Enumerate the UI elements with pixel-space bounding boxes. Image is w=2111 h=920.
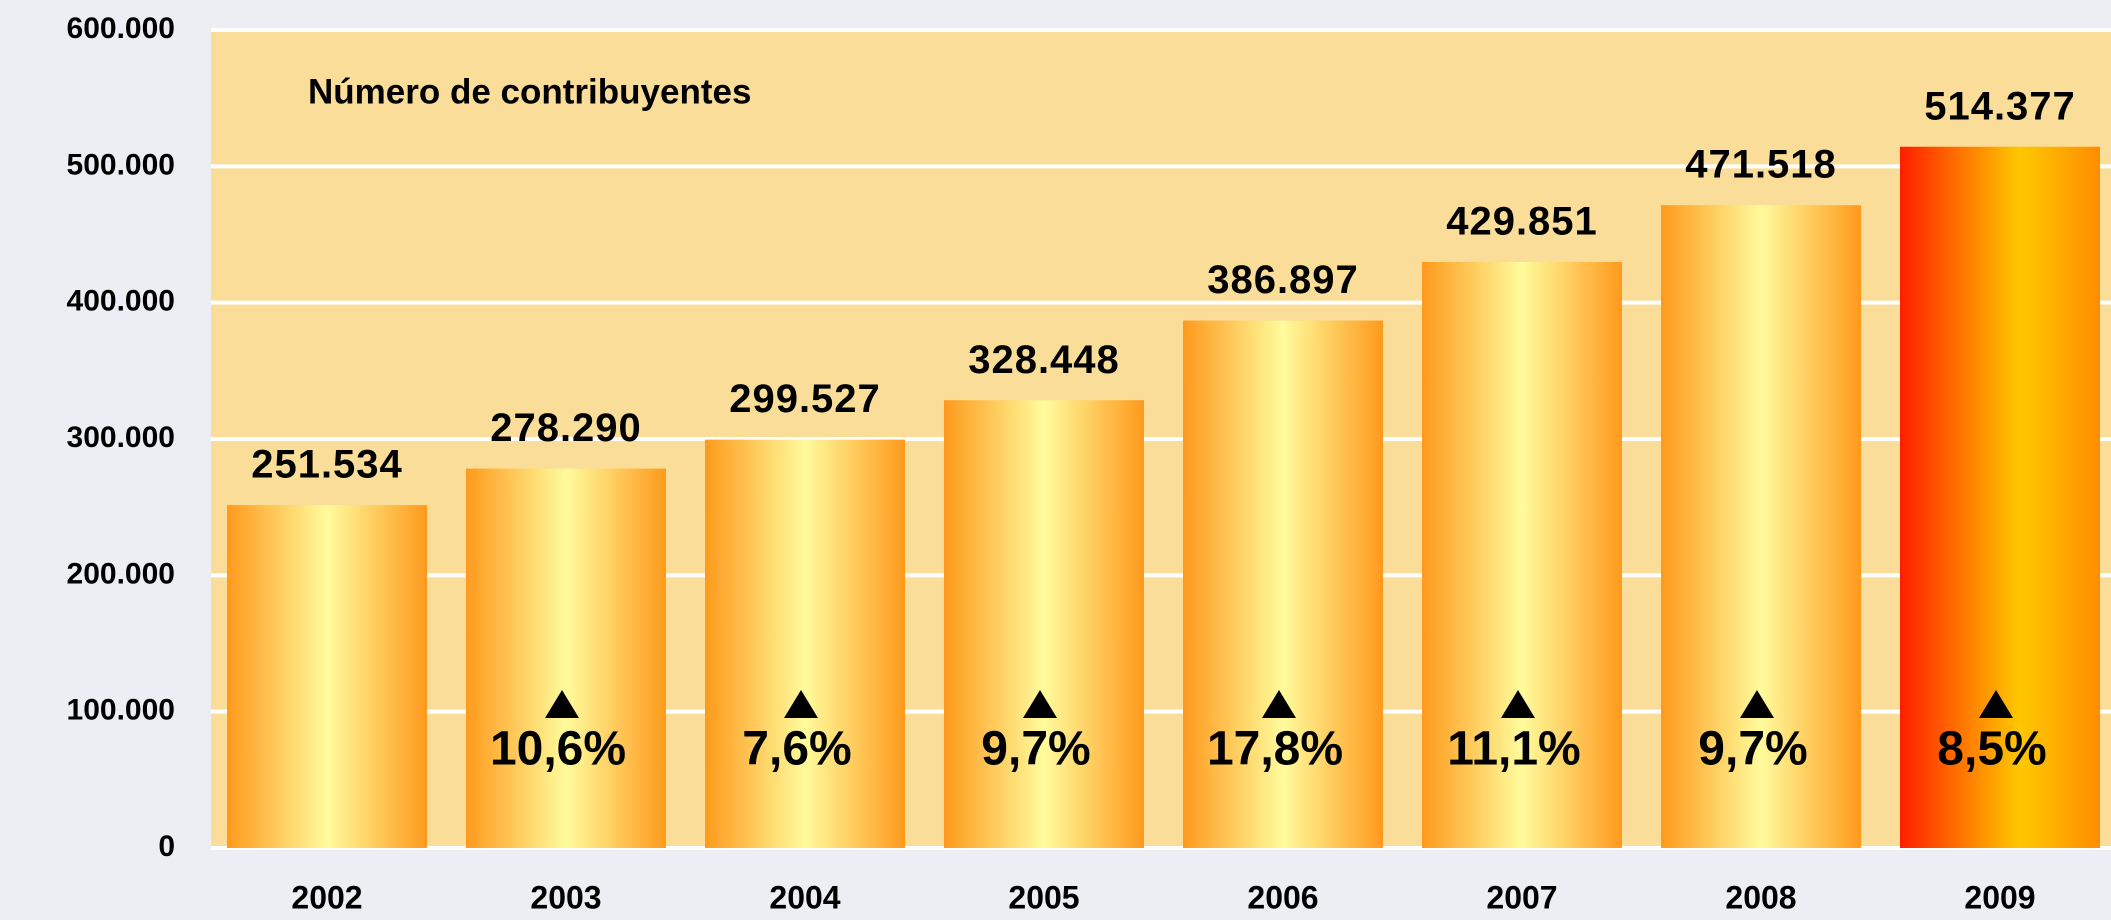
- value-label: 429.851: [1446, 200, 1598, 244]
- y-tick-label: 500.000: [67, 148, 175, 181]
- value-label: 278.290: [490, 406, 642, 450]
- bar: [705, 439, 905, 848]
- x-tick-label: 2002: [291, 879, 362, 915]
- growth-arrow: [1740, 690, 1774, 718]
- value-label: 471.518: [1685, 143, 1837, 187]
- growth-label: 9,7%: [1698, 723, 1807, 776]
- y-tick-label: 100.000: [67, 694, 175, 727]
- x-tick-label: 2006: [1247, 879, 1318, 915]
- growth-label: 10,6%: [490, 723, 626, 776]
- value-label: 514.377: [1924, 84, 2076, 128]
- y-tick-label: 0: [158, 830, 175, 863]
- growth-arrow: [1023, 690, 1057, 718]
- x-tick-label: 2005: [1008, 879, 1079, 915]
- y-tick-label: 300.000: [67, 421, 175, 454]
- bar: [227, 505, 427, 848]
- growth-arrow: [1501, 690, 1535, 718]
- y-tick-label: 400.000: [67, 285, 175, 318]
- bar: [1661, 205, 1861, 848]
- x-tick-label: 2009: [1964, 879, 2035, 915]
- growth-label: 11,1%: [1447, 723, 1580, 776]
- growth-arrow: [784, 690, 818, 718]
- growth-label: 9,7%: [981, 723, 1090, 776]
- bar: [466, 468, 666, 848]
- bar: [944, 400, 1144, 848]
- growth-arrow: [1979, 690, 2013, 718]
- x-tick-label: 2004: [769, 879, 840, 915]
- y-tick-label: 600.000: [67, 12, 175, 45]
- growth-label: 8,5%: [1937, 723, 2046, 776]
- bar: [1900, 146, 2100, 849]
- bar: [1422, 261, 1622, 848]
- value-label: 328.448: [968, 338, 1120, 382]
- value-label: 386.897: [1207, 258, 1359, 302]
- value-label: 251.534: [251, 443, 403, 487]
- x-tick-label: 2003: [530, 879, 601, 915]
- x-tick-label: 2007: [1486, 879, 1557, 915]
- x-tick-label: 2008: [1725, 879, 1796, 915]
- bar: [1183, 320, 1383, 849]
- growth-arrow: [1262, 690, 1296, 718]
- value-label: 299.527: [729, 377, 881, 421]
- y-tick-label: 200.000: [67, 557, 175, 590]
- growth-label: 17,8%: [1207, 723, 1343, 776]
- chart-title: Número de contribuyentes: [308, 72, 751, 111]
- growth-label: 7,6%: [742, 723, 851, 776]
- growth-arrow: [545, 690, 579, 718]
